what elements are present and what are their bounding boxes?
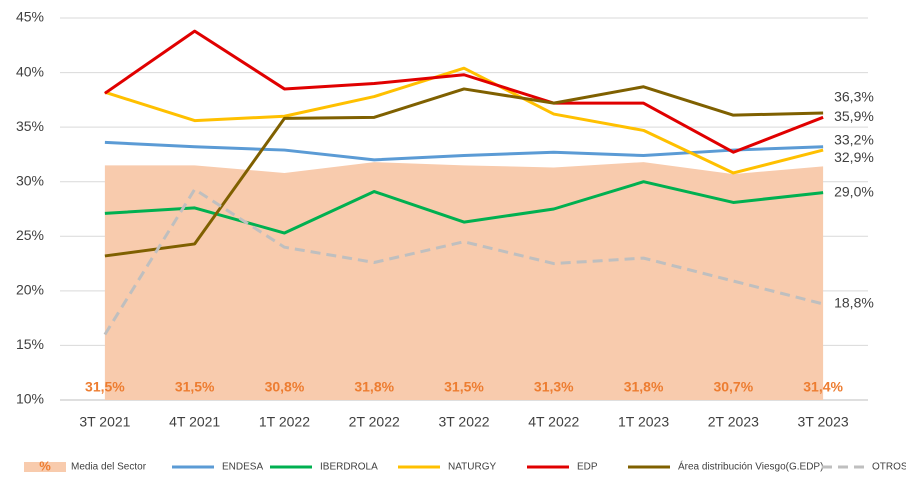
area-value-label: 31,8%: [354, 379, 394, 395]
y-tick-label: 30%: [16, 172, 44, 188]
value-label: 29,0%: [834, 183, 874, 199]
line-series: [104, 29, 824, 154]
area-value-label: 30,7%: [713, 379, 753, 395]
area-value-label: 31,8%: [624, 379, 664, 395]
area: [104, 162, 824, 400]
x-tick-label: 3T 2021: [79, 414, 130, 430]
y-tick-label: 10%: [16, 391, 44, 407]
legend-label: OTROS: [872, 462, 906, 473]
area-value-label: 30,8%: [265, 379, 305, 395]
y-tick-label: 15%: [16, 336, 44, 352]
area-value-label: 31,5%: [175, 379, 215, 395]
x-tick-label: 4T 2022: [528, 414, 579, 430]
x-tick-label: 3T 2023: [798, 414, 849, 430]
y-tick-label: 25%: [16, 227, 44, 243]
line-series: [104, 85, 824, 258]
x-tick-label: 2T 2023: [708, 414, 759, 430]
legend-symbol: %: [39, 458, 51, 473]
value-label: 36,3%: [834, 89, 874, 105]
y-tick-label: 40%: [16, 63, 44, 79]
line-series: [104, 140, 824, 162]
line-series: [104, 66, 824, 175]
legend-label: ENDESA: [222, 462, 263, 473]
legend-swatch: [24, 462, 66, 472]
legend-label: IBERDROLA: [320, 462, 378, 473]
legend-label: Área distribución Viesgo(G.EDP): [678, 460, 823, 473]
y-tick-label: 35%: [16, 118, 44, 134]
value-label: 35,9%: [834, 108, 874, 124]
area-value-label: 31,5%: [444, 379, 484, 395]
x-tick-label: 4T 2021: [169, 414, 220, 430]
legend-label: NATURGY: [448, 462, 496, 473]
x-tick-label: 2T 2022: [349, 414, 400, 430]
value-label: 18,8%: [834, 295, 874, 311]
area-value-label: 31,4%: [803, 379, 843, 395]
area-value-label: 31,3%: [534, 379, 574, 395]
legend-label: EDP: [577, 462, 598, 473]
y-tick-label: 45%: [16, 9, 44, 25]
x-tick-label: 3T 2022: [438, 414, 489, 430]
value-label: 33,2%: [834, 131, 874, 147]
legend-label: Media del Sector: [71, 462, 147, 473]
value-label: 32,9%: [834, 149, 874, 165]
line-series: [103, 187, 824, 336]
line-series: [104, 180, 824, 235]
x-tick-label: 1T 2022: [259, 414, 310, 430]
x-tick-label: 1T 2023: [618, 414, 669, 430]
area-value-label: 31,5%: [85, 379, 125, 395]
y-tick-label: 20%: [16, 282, 44, 298]
